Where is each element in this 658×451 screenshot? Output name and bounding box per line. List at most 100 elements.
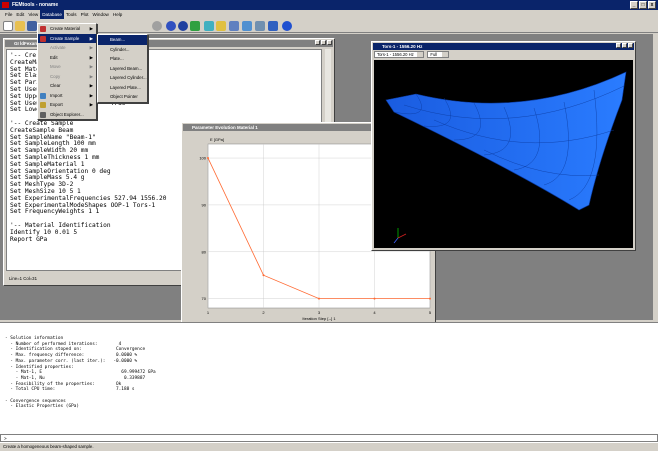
editor-window-buttons[interactable] xyxy=(314,40,332,45)
submenu-item-cylinder[interactable]: Cylinder... xyxy=(110,46,130,52)
data-point xyxy=(373,297,376,300)
data-point xyxy=(207,157,209,160)
menu-plot[interactable]: Plot xyxy=(80,12,89,17)
mode-shape-viewport[interactable] xyxy=(374,60,633,248)
app-title-bar: FEMtools - noname _ □ x xyxy=(0,0,658,10)
editor-status: Line=1 Col=31 xyxy=(9,276,37,281)
menu-item-copy[interactable]: Copy ▶ xyxy=(38,72,96,82)
menu-file[interactable]: File xyxy=(5,12,13,17)
submenu-item-layered-beam[interactable]: Layered Beam... xyxy=(110,65,143,71)
code-line: Set MeshSize 10 5 1 xyxy=(10,187,81,195)
code-line: Set Pari xyxy=(10,79,40,87)
menu-item-object-explorer[interactable]: Object Explorer... xyxy=(38,110,96,120)
output-line: - Max. frequency difference: 0.0000 % xyxy=(5,353,138,359)
mesh-icon[interactable] xyxy=(204,21,214,31)
submenu-item-object-pointer[interactable]: Object Pointer xyxy=(110,94,138,99)
output-line: - Total CPU time: 7.188 s xyxy=(5,387,135,393)
output-line: - Identification stoped on: Convergence xyxy=(5,347,146,353)
mode-select[interactable]: Tors-1 - 1556.20 Hz xyxy=(374,51,424,58)
output-window: - Solution information - Number of perfo… xyxy=(0,322,658,434)
plot-title: Parameter Evolution Material 1 xyxy=(192,125,258,130)
menu-window[interactable]: Window xyxy=(92,12,109,17)
list-icon[interactable] xyxy=(242,21,252,31)
open-folder-icon[interactable] xyxy=(15,21,25,31)
submenu-arrow-icon: ▶ xyxy=(89,92,93,98)
output-line: - Solution information xyxy=(5,336,64,341)
output-line: - Number of performed iterations: 4 xyxy=(5,341,122,347)
print-icon[interactable] xyxy=(268,21,278,31)
x-tick-label: 1 xyxy=(207,310,210,315)
plot-title-bar: Parameter Evolution Material 1 xyxy=(183,124,434,131)
database-menu: Create Material ▶ Create Sample ▶ Activate ▶ E… xyxy=(37,23,97,120)
data-point xyxy=(429,297,431,300)
y-tick-label: 90 xyxy=(202,202,207,207)
code-line: Set Useu True xyxy=(10,99,126,107)
tree-icon[interactable] xyxy=(190,21,200,31)
axis-triad-icon xyxy=(393,228,407,244)
menu-tools[interactable]: Tools xyxy=(65,12,77,17)
output-line: - Feasibility of the properties: Ok xyxy=(5,381,122,387)
submenu-item-layered-plate[interactable]: Layered Plate... xyxy=(110,84,141,90)
maximize-button[interactable]: □ xyxy=(639,1,647,9)
window-icon[interactable] xyxy=(255,21,265,31)
menu-item-icon xyxy=(40,92,46,99)
menu-item-edit[interactable]: Edit ▶ xyxy=(38,53,96,63)
command-line-input[interactable]: > xyxy=(0,434,658,442)
menu-item-create-material[interactable]: Create Material ▶ xyxy=(38,24,96,34)
code-line: Identify 10 0.01 5 xyxy=(10,228,78,236)
menu-item-activate[interactable]: Activate ▶ xyxy=(38,43,96,53)
output-line: - Max. parameter corr. (last iter.): -0.… xyxy=(5,358,138,364)
record-icon[interactable] xyxy=(166,21,176,31)
code-line: Set Uppe xyxy=(10,92,40,100)
help-icon[interactable] xyxy=(282,21,292,31)
shape-window-buttons[interactable] xyxy=(615,43,633,48)
submenu-arrow-icon: ▶ xyxy=(89,73,93,79)
menu-item-icon xyxy=(40,35,46,42)
app-icon xyxy=(2,2,9,8)
mode-shape-window: Tors-1 - 1556.20 Hz Tors-1 - 1556.20 Hz … xyxy=(371,41,636,251)
output-line: - Mat-1, Nu 0.339887 xyxy=(5,375,146,381)
stop-icon[interactable] xyxy=(152,21,162,31)
code-line: Set SampleMaterial 1 xyxy=(10,160,85,168)
menu-view[interactable]: View xyxy=(28,12,39,17)
view-select[interactable]: Full xyxy=(427,51,450,58)
menu-database[interactable]: Database xyxy=(40,10,64,19)
menu-item-import[interactable]: Import ▶ xyxy=(38,91,96,101)
toolbar xyxy=(0,19,658,33)
menu-help[interactable]: Help xyxy=(112,12,123,17)
output-line: - Convergence sequences xyxy=(5,398,66,404)
menu-item-clear[interactable]: Clear ▶ xyxy=(38,81,96,91)
submenu-item-plate[interactable]: Plate... xyxy=(110,56,124,61)
new-file-icon[interactable] xyxy=(3,21,13,31)
code-line: CreateMa xyxy=(10,58,40,66)
code-line: Set MeshType 3D-2 xyxy=(10,181,74,189)
submenu-arrow-icon: ▶ xyxy=(89,83,93,88)
menu-item-create-sample[interactable]: Create Sample ▶ xyxy=(38,33,96,43)
menu-item-icon xyxy=(40,111,46,118)
submenu-arrow-icon: ▶ xyxy=(89,45,93,50)
code-line: Set ExperimentalFrequencies 527.94 1556.… xyxy=(10,194,167,202)
mode-shape-mesh xyxy=(385,71,627,244)
code-line: Set SampleWidth 20 mm xyxy=(10,147,89,155)
close-button[interactable]: x xyxy=(648,1,656,9)
save-icon[interactable] xyxy=(27,21,37,31)
run-icon[interactable] xyxy=(178,21,188,31)
menu-item-move[interactable]: Move ▶ xyxy=(38,62,96,72)
right-side-panel xyxy=(652,34,658,320)
menu-item-export[interactable]: Export ▶ xyxy=(38,100,96,110)
submenu-arrow-icon: ▶ xyxy=(89,54,93,60)
minimize-button[interactable]: _ xyxy=(630,1,638,9)
x-tick-label: 2 xyxy=(262,310,265,315)
menu-edit[interactable]: Edit xyxy=(16,12,25,17)
submenu-item-layered-cylinder[interactable]: Layered Cylinder... xyxy=(110,75,147,80)
data-point xyxy=(262,274,265,277)
folder-icon[interactable] xyxy=(216,21,226,31)
y-tick-label: 100 xyxy=(199,156,206,161)
editor-title: GI ldFexample xyxy=(14,41,45,46)
x-axis-label: Iteration Step [--] 1 xyxy=(302,316,336,321)
code-line: '-- Material Identification xyxy=(10,221,111,229)
submenu-item-beam[interactable]: Beam... xyxy=(98,35,147,45)
menu-item-icon xyxy=(40,102,46,108)
grid-icon[interactable] xyxy=(229,21,239,31)
output-line: - Elastic Properties (GPa) xyxy=(5,404,80,410)
